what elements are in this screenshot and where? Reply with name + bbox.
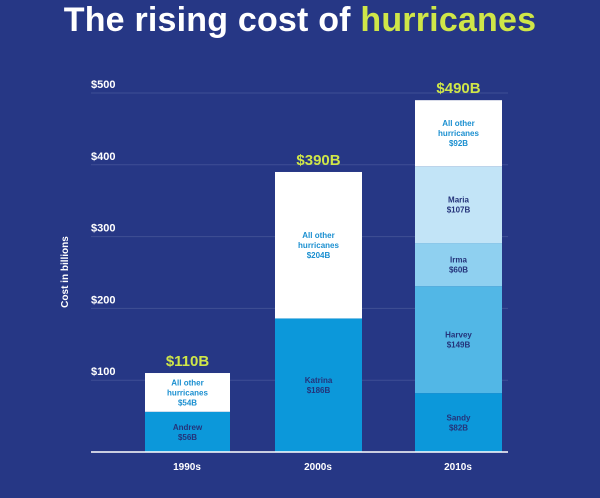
- bar-total-label: $390B: [296, 152, 340, 169]
- bar-segment-andrew: [145, 411, 230, 452]
- x-tick-label: 1990s: [173, 462, 201, 473]
- y-tick-label: $300: [91, 223, 115, 235]
- segment-label-all-other-hurricanes: All other hurricanes $54B: [167, 378, 208, 407]
- bar-segment-all-other-hurricanes: [275, 171, 362, 319]
- x-tick-label: 2000s: [304, 462, 332, 473]
- segment-label-katrina: Katrina $186B: [305, 376, 333, 395]
- y-tick-label: $200: [91, 294, 115, 306]
- x-axis-categories: 1990s 2000s 2010s: [173, 462, 472, 473]
- bar-1990s: Andrew $56B All other hurricanes $54B $110B: [145, 353, 230, 452]
- bar-segment-all-other-hurricanes: [415, 100, 502, 167]
- bar-segment-irma: [415, 243, 502, 287]
- segment-label-andrew: Andrew $56B: [173, 423, 203, 442]
- chart-title-highlight: hurricanes: [360, 1, 537, 39]
- bar-2000s: Katrina $186B All other hurricanes $204B $390…: [275, 152, 362, 452]
- y-tick-label: $400: [91, 151, 115, 163]
- y-tick-label: $500: [91, 79, 115, 91]
- segment-label-all-other-hurricanes: All other hurricanes $92B: [438, 119, 479, 148]
- x-tick-label: 2010s: [444, 462, 472, 473]
- bar-segment-katrina: [275, 318, 362, 452]
- bar-segment-maria: [415, 166, 502, 244]
- chart-title: The rising cost of hurricanes: [0, 0, 600, 44]
- bar-2010s: Sandy $82B Harvey $149B Irma $60B Maria $107B Al…: [415, 80, 502, 452]
- segment-label-sandy: Sandy $82B: [446, 414, 471, 433]
- bars: Andrew $56B All other hurricanes $54B $110B Ka…: [145, 80, 502, 452]
- chart-title-prefix: The rising cost of: [63, 1, 351, 39]
- bar-total-label: $110B: [166, 353, 210, 370]
- bar-segment-all-other-hurricanes: [145, 373, 230, 412]
- y-axis-label: Cost in billions: [60, 236, 71, 308]
- bar-segment-harvey: [415, 286, 502, 394]
- y-tick-label: $100: [91, 366, 115, 378]
- bar-total-label: $490B: [436, 80, 480, 97]
- segment-label-irma: Irma $60B: [449, 256, 468, 275]
- segment-label-harvey: Harvey $149B: [445, 331, 472, 350]
- segment-label-all-other-hurricanes: All other hurricanes $204B: [298, 231, 339, 260]
- segment-label-maria: Maria $107B: [447, 196, 471, 215]
- bar-segment-sandy: [415, 393, 502, 452]
